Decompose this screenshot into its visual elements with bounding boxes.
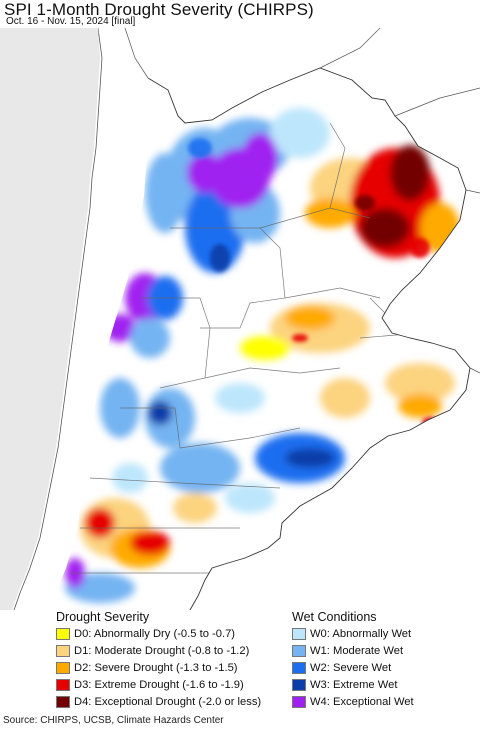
legend-item-w1: W1: Moderate Wet (292, 644, 403, 658)
legend-label: W1: Moderate Wet (310, 645, 404, 657)
source-credit: Source: CHIRPS, UCSB, Climate Hazards Ce… (3, 715, 224, 726)
legend-swatch (292, 628, 306, 640)
legend-label: W0: Abnormally Wet (310, 628, 412, 640)
legend-label: D3: Extreme Drought (-1.6 to -1.9) (74, 679, 244, 691)
legend-item-d1: D1: Moderate Drought (-0.8 to -1.2) (56, 644, 249, 658)
legend-item-w3: W3: Extreme Wet (292, 678, 397, 692)
map-title: SPI 1-Month Drought Severity (CHIRPS) (4, 0, 314, 19)
legend-swatch (56, 645, 70, 657)
chile-coastline (13, 28, 103, 610)
legend-item-d3: D3: Extreme Drought (-1.6 to -1.9) (56, 678, 244, 692)
legend-item-w0: W0: Abnormally Wet (292, 627, 411, 641)
legend-label: D0: Abnormally Dry (-0.5 to -0.7) (74, 628, 236, 640)
legend-swatch (292, 679, 306, 691)
legend-item-w4: W4: Exceptional Wet (292, 695, 414, 709)
legend-wet-title: Wet Conditions (292, 610, 377, 624)
map-subtitle: Oct. 16 - Nov. 15, 2024 [final] (6, 16, 136, 27)
legend-swatch (56, 628, 70, 640)
legend-swatch (292, 696, 306, 708)
legend-label: D1: Moderate Drought (-0.8 to -1.2) (74, 645, 250, 657)
legend-swatch (292, 662, 306, 674)
legend-label: W2: Severe Wet (310, 662, 392, 674)
legend-item-d2: D2: Severe Drought (-1.3 to -1.5) (56, 661, 238, 675)
legend-swatch (56, 662, 70, 674)
legend-label: D2: Severe Drought (-1.3 to -1.5) (74, 662, 238, 674)
drought-map (0, 28, 480, 610)
legend-item-d4: D4: Exceptional Drought (-2.0 or less) (56, 695, 261, 709)
legend-label: D4: Exceptional Drought (-2.0 or less) (74, 696, 262, 708)
legend-swatch (56, 679, 70, 691)
legend-swatch (56, 696, 70, 708)
legend-label: W4: Exceptional Wet (310, 696, 414, 708)
legend-label: W3: Extreme Wet (310, 679, 398, 691)
legend-item-w2: W2: Severe Wet (292, 661, 391, 675)
legend: Drought Severity Wet Conditions D0: Abno… (0, 610, 480, 710)
legend-drought-title: Drought Severity (56, 610, 150, 624)
legend-swatch (292, 645, 306, 657)
legend-item-d0: D0: Abnormally Dry (-0.5 to -0.7) (56, 627, 235, 641)
